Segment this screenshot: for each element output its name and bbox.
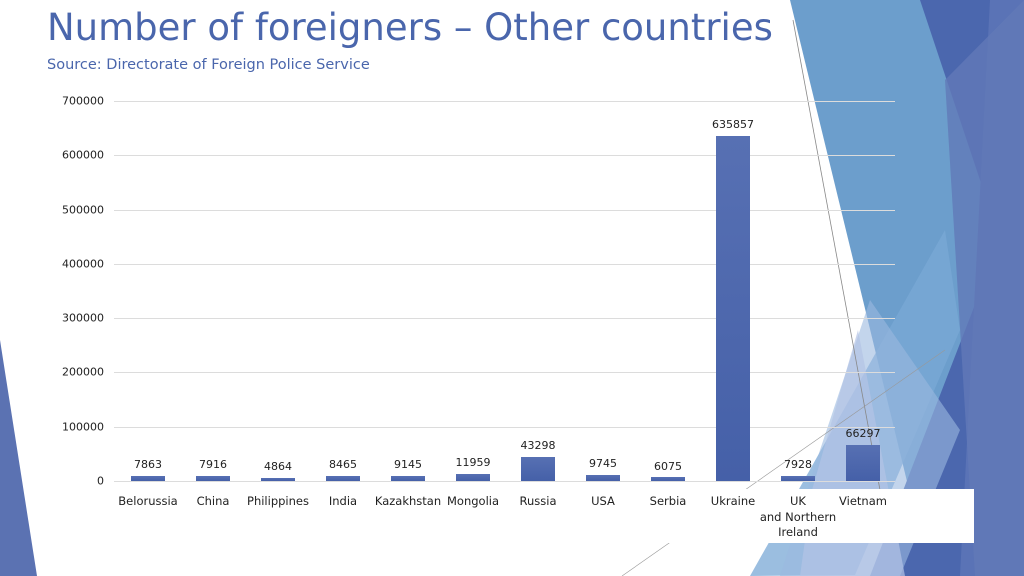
data-label: 4864 xyxy=(264,460,292,473)
data-label: 7916 xyxy=(199,458,227,471)
data-label: 7928 xyxy=(784,458,812,471)
data-label: 6075 xyxy=(654,460,682,473)
bar-india[interactable] xyxy=(326,476,360,481)
bar-ukraine[interactable] xyxy=(716,136,750,481)
y-tick-label: 600000 xyxy=(62,148,104,162)
gridline xyxy=(114,427,895,428)
gridline xyxy=(114,101,895,102)
gridline xyxy=(114,372,895,373)
gridline xyxy=(114,210,895,211)
x-tick-label: India xyxy=(328,494,358,508)
y-tick-label: 700000 xyxy=(62,94,104,108)
x-tick-label: Ukraine xyxy=(710,494,756,508)
data-label: 66297 xyxy=(845,427,881,440)
bar-vietnam[interactable] xyxy=(846,445,880,481)
gridline xyxy=(114,264,895,265)
y-tick-label: 400000 xyxy=(62,257,104,271)
data-label: 7863 xyxy=(134,458,162,471)
bar-kazakhstan[interactable] xyxy=(391,476,425,481)
gridline xyxy=(114,155,895,156)
x-tick-label: Kazakhstan xyxy=(374,494,442,508)
bar-china[interactable] xyxy=(196,476,230,481)
y-tick-label: 200000 xyxy=(62,365,104,379)
x-tick-label: UK and Northern Ireland xyxy=(759,494,837,539)
slide-subtitle: Source: Directorate of Foreign Police Se… xyxy=(47,57,370,73)
data-label: 43298 xyxy=(520,439,556,452)
data-label: 8465 xyxy=(329,458,357,471)
data-label: 9745 xyxy=(589,457,617,470)
y-tick-label: 100000 xyxy=(62,420,104,434)
bar-russia[interactable] xyxy=(521,457,555,481)
x-tick-label: Philippines xyxy=(247,494,309,508)
bar-uk[interactable] xyxy=(781,476,815,481)
x-axis-label-area xyxy=(114,489,974,543)
x-tick-label: China xyxy=(196,494,230,508)
x-tick-label: Serbia xyxy=(649,494,687,508)
bar-philippines[interactable] xyxy=(261,478,295,481)
y-tick-label: 500000 xyxy=(62,203,104,217)
data-label: 635857 xyxy=(712,118,754,131)
bar-mongolia[interactable] xyxy=(456,474,490,481)
data-label: 9145 xyxy=(394,458,422,471)
y-tick-label: 0 xyxy=(97,474,104,488)
data-label: 11959 xyxy=(455,456,491,469)
x-tick-label: Belorussia xyxy=(118,494,178,508)
y-tick-label: 300000 xyxy=(62,311,104,325)
bar-belorussia[interactable] xyxy=(131,476,165,481)
gridline xyxy=(114,318,895,319)
x-tick-label: Mongolia xyxy=(446,494,500,508)
x-tick-label: Russia xyxy=(519,494,557,508)
bar-serbia[interactable] xyxy=(651,477,685,481)
bar-usa[interactable] xyxy=(586,475,620,481)
x-axis-line xyxy=(114,481,895,482)
x-tick-label: USA xyxy=(591,494,615,508)
slide-title: Number of foreigners – Other countries xyxy=(47,6,773,49)
x-tick-label: Vietnam xyxy=(839,494,887,508)
